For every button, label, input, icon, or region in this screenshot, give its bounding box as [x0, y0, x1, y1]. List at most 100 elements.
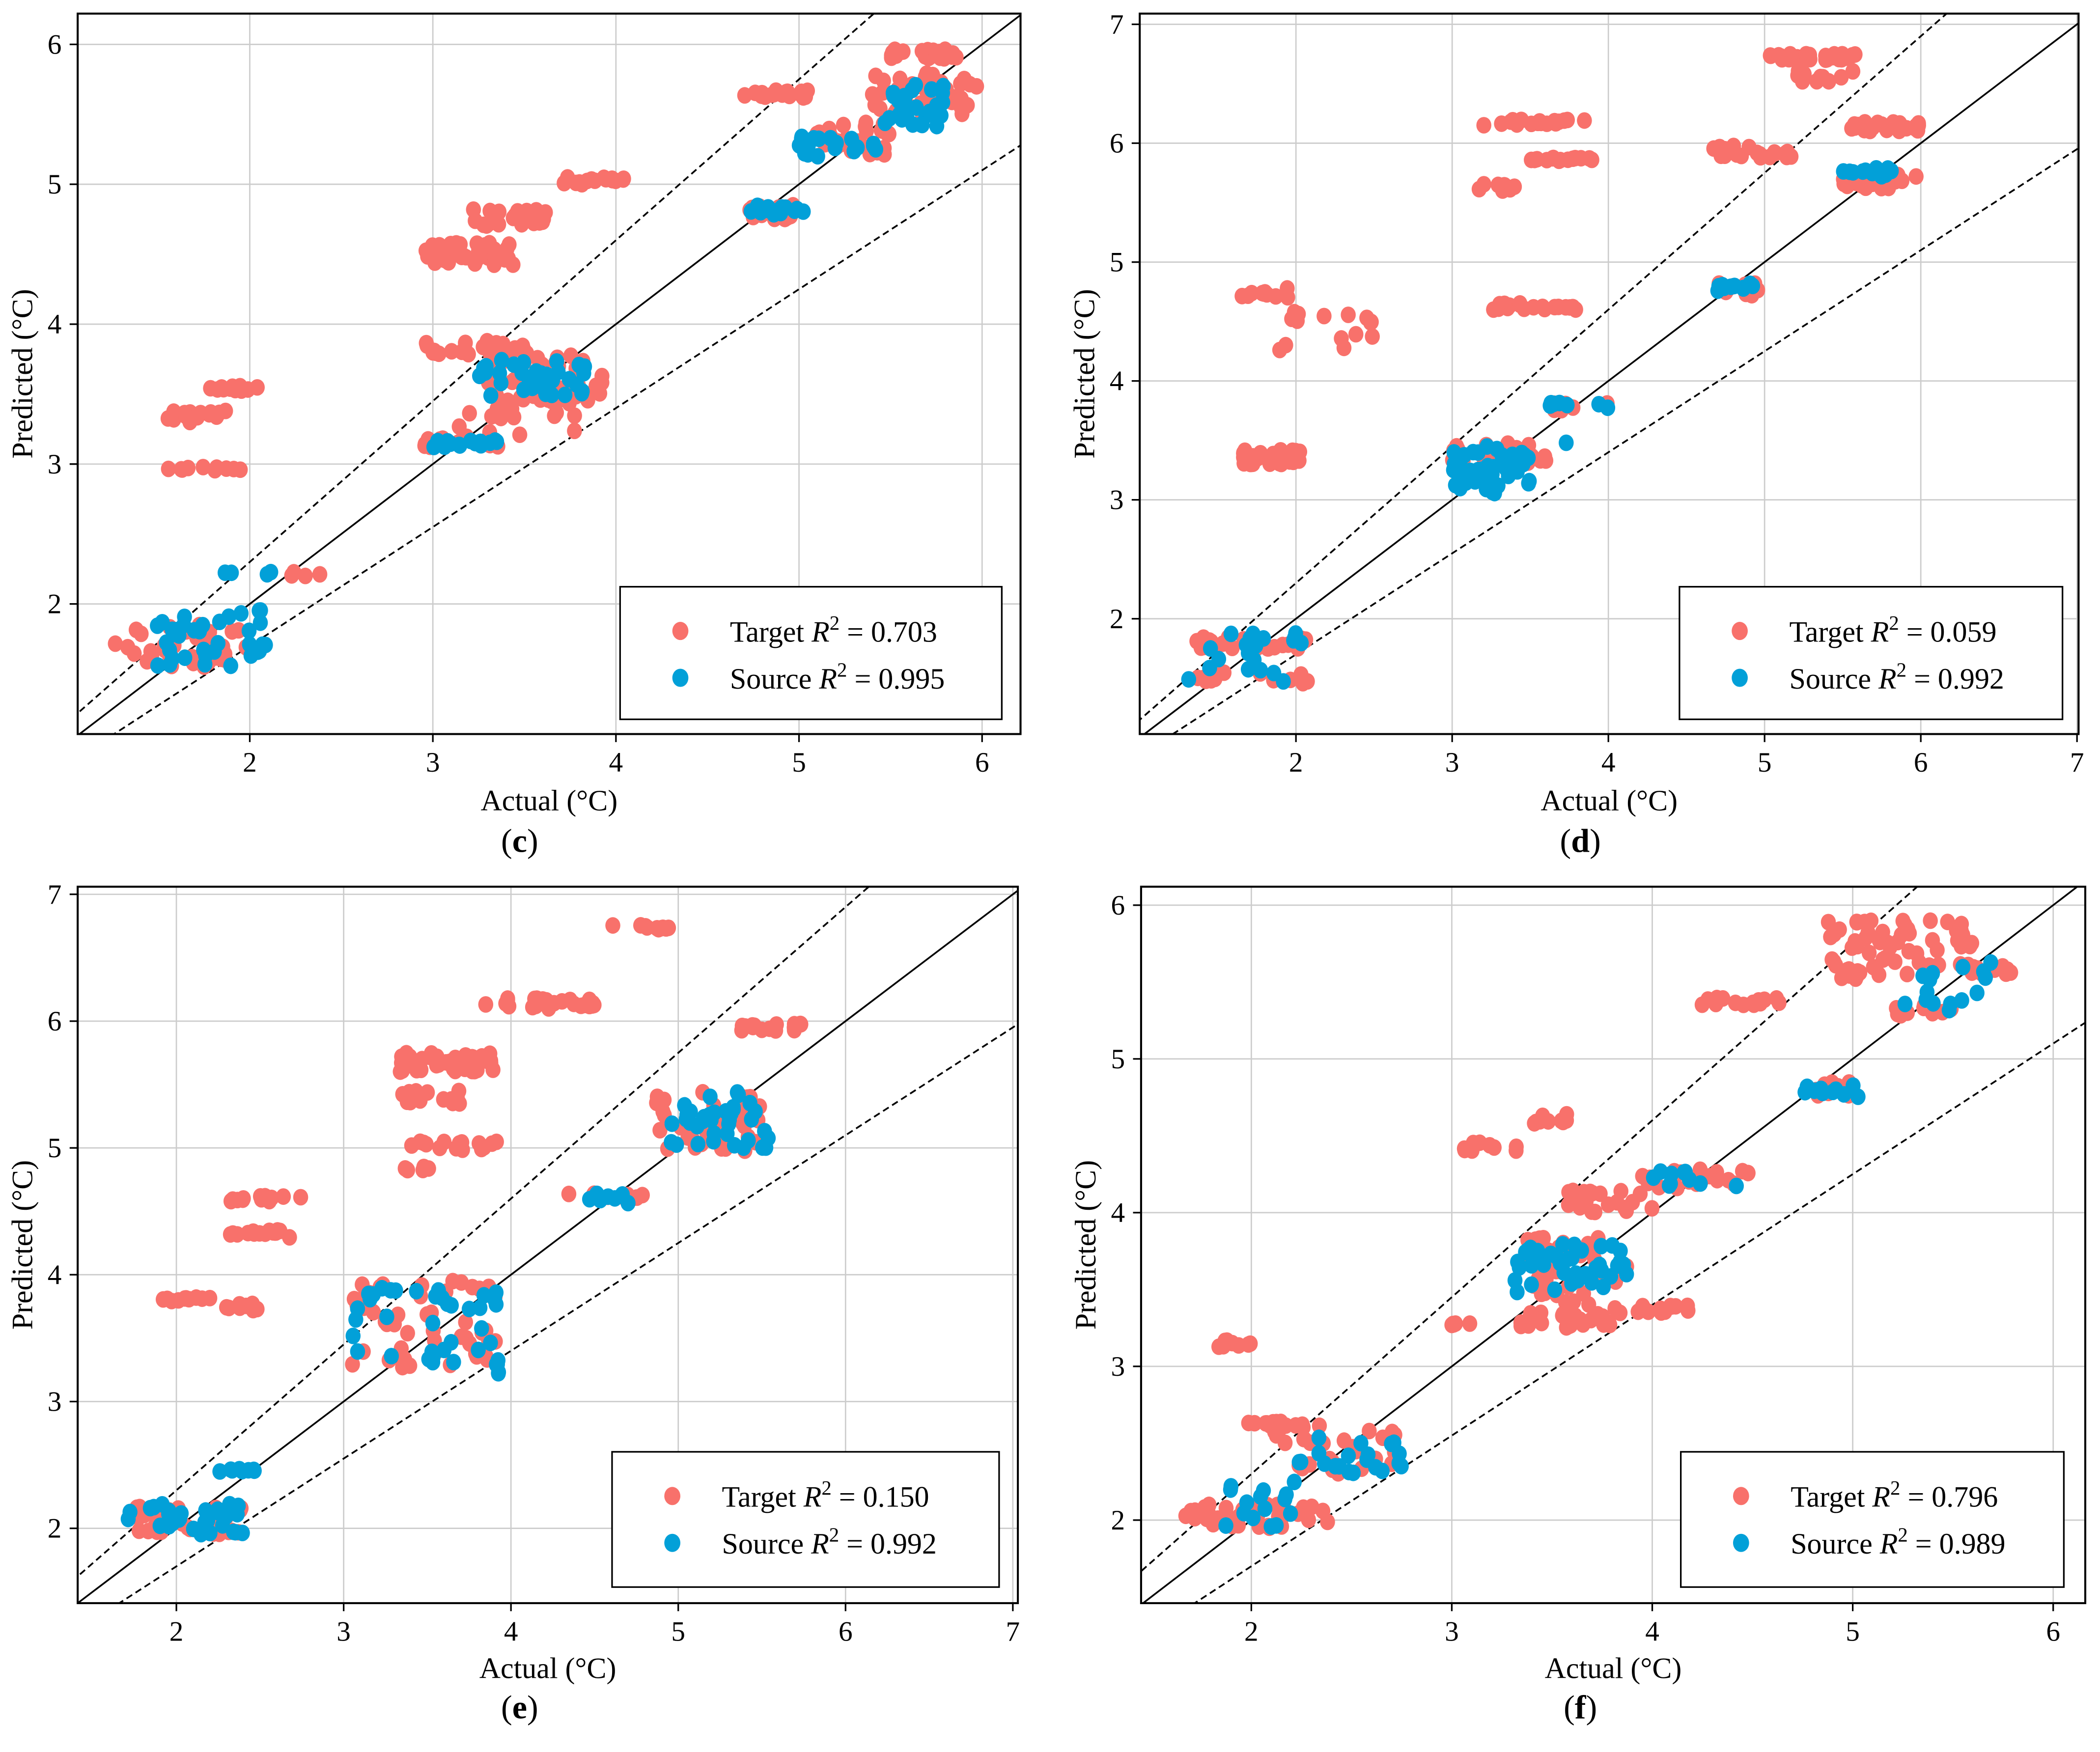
- target-point: [1842, 967, 1857, 984]
- source-point: [488, 1284, 504, 1301]
- source-point: [421, 1351, 437, 1367]
- source-point: [252, 642, 267, 660]
- target-point: [605, 917, 620, 934]
- legend-r2-value: = 0.150: [832, 1481, 929, 1513]
- target-point: [1244, 284, 1260, 302]
- target-point: [567, 407, 582, 424]
- panel-caption: (f): [1564, 1688, 1597, 1725]
- reference-line-upper: [78, 13, 875, 715]
- y-tick-label: 6: [48, 29, 62, 60]
- legend-marker-source: [664, 1533, 681, 1552]
- source-point: [1283, 1505, 1298, 1522]
- y-tick-label: 5: [48, 169, 62, 200]
- target-point: [432, 1140, 448, 1156]
- target-point: [131, 1522, 147, 1539]
- target-point: [465, 1279, 480, 1296]
- y-tick-label: 4: [48, 1259, 62, 1290]
- target-point: [1245, 455, 1260, 473]
- target-point: [1464, 1142, 1480, 1159]
- target-point: [1644, 1200, 1660, 1217]
- target-point: [1782, 46, 1798, 63]
- target-point: [397, 1160, 413, 1177]
- panel-caption-letter: c: [512, 822, 527, 859]
- y-tick-label: 6: [1110, 128, 1124, 159]
- source-point: [229, 1505, 245, 1523]
- y-axis-label: Predicted (°C): [6, 289, 38, 458]
- target-point: [1561, 1196, 1576, 1213]
- source-point: [1341, 1447, 1356, 1464]
- legend-r-symbol: R: [1879, 1528, 1898, 1560]
- legend-label-target: Target R2 = 0.703: [730, 612, 937, 648]
- source-point: [731, 1086, 746, 1103]
- source-point: [544, 368, 560, 386]
- target-point: [1280, 280, 1295, 297]
- target-point: [253, 1191, 269, 1208]
- x-tick-label: 6: [839, 1616, 853, 1647]
- source-point: [472, 367, 487, 385]
- target-point: [298, 567, 313, 584]
- reference-line-identity: [78, 889, 1018, 1603]
- source-point: [489, 1356, 504, 1373]
- legend-label-target: Target R2 = 0.796: [1791, 1477, 1998, 1513]
- series-target: [1178, 912, 2018, 1536]
- legend-label-target: Target R2 = 0.059: [1789, 612, 1996, 648]
- target-point: [209, 459, 224, 476]
- y-tick-label: 5: [1110, 247, 1124, 278]
- legend-r2-value: = 0.989: [1908, 1528, 2006, 1560]
- source-point: [487, 432, 503, 449]
- source-point: [1925, 965, 1940, 982]
- target-point: [793, 1016, 809, 1033]
- source-point: [743, 203, 759, 220]
- source-point: [1512, 1259, 1527, 1276]
- source-point: [235, 1525, 250, 1541]
- target-point: [476, 1139, 492, 1156]
- legend: Target R2 = 0.703 Source R2 = 0.995: [619, 585, 1003, 721]
- y-tick-label: 4: [1111, 1197, 1125, 1228]
- source-point: [1353, 1435, 1369, 1452]
- target-point: [748, 84, 763, 101]
- legend-r2-value: = 0.703: [840, 615, 937, 648]
- target-point: [1462, 1315, 1478, 1332]
- target-point: [1535, 298, 1550, 315]
- legend-superscript: 2: [1898, 1524, 1907, 1546]
- y-tick-label: 4: [48, 309, 62, 340]
- target-point: [1824, 951, 1840, 968]
- legend-marker-target: [1733, 1487, 1749, 1505]
- target-point: [1503, 113, 1518, 130]
- target-point: [223, 1226, 238, 1243]
- target-point: [442, 238, 458, 255]
- x-axis-label: Actual (°C): [1540, 784, 1678, 817]
- legend-series-name: Target: [730, 615, 812, 648]
- target-point: [1572, 1195, 1587, 1212]
- target-point: [500, 392, 515, 409]
- legend-label-source: Source R2 = 0.989: [1791, 1524, 2005, 1560]
- source-point: [440, 433, 455, 450]
- source-point: [592, 1192, 608, 1209]
- target-point: [1925, 932, 1940, 949]
- source-point: [744, 1111, 759, 1128]
- source-point: [473, 433, 488, 450]
- source-point: [1524, 1276, 1539, 1293]
- target-point: [1584, 151, 1599, 168]
- target-point: [1364, 313, 1379, 331]
- source-point: [384, 1348, 399, 1364]
- plot-area: [1141, 887, 2086, 1603]
- legend-r-symbol: R: [818, 663, 837, 695]
- target-point: [458, 1314, 473, 1331]
- source-point: [1596, 1279, 1611, 1296]
- target-point: [1633, 1300, 1649, 1317]
- target-point: [1757, 991, 1772, 1008]
- legend-label-source: Source R2 = 0.995: [730, 659, 945, 695]
- source-point: [1570, 1272, 1586, 1289]
- target-point: [1653, 1304, 1669, 1321]
- source-point: [252, 614, 268, 631]
- source-point: [1448, 476, 1463, 494]
- target-point: [1613, 1183, 1629, 1200]
- source-point: [787, 202, 802, 219]
- source-point: [197, 656, 213, 673]
- y-axis-label: Predicted (°C): [1068, 289, 1100, 458]
- legend-label-target: Target R2 = 0.150: [722, 1477, 929, 1513]
- source-point: [1600, 399, 1616, 417]
